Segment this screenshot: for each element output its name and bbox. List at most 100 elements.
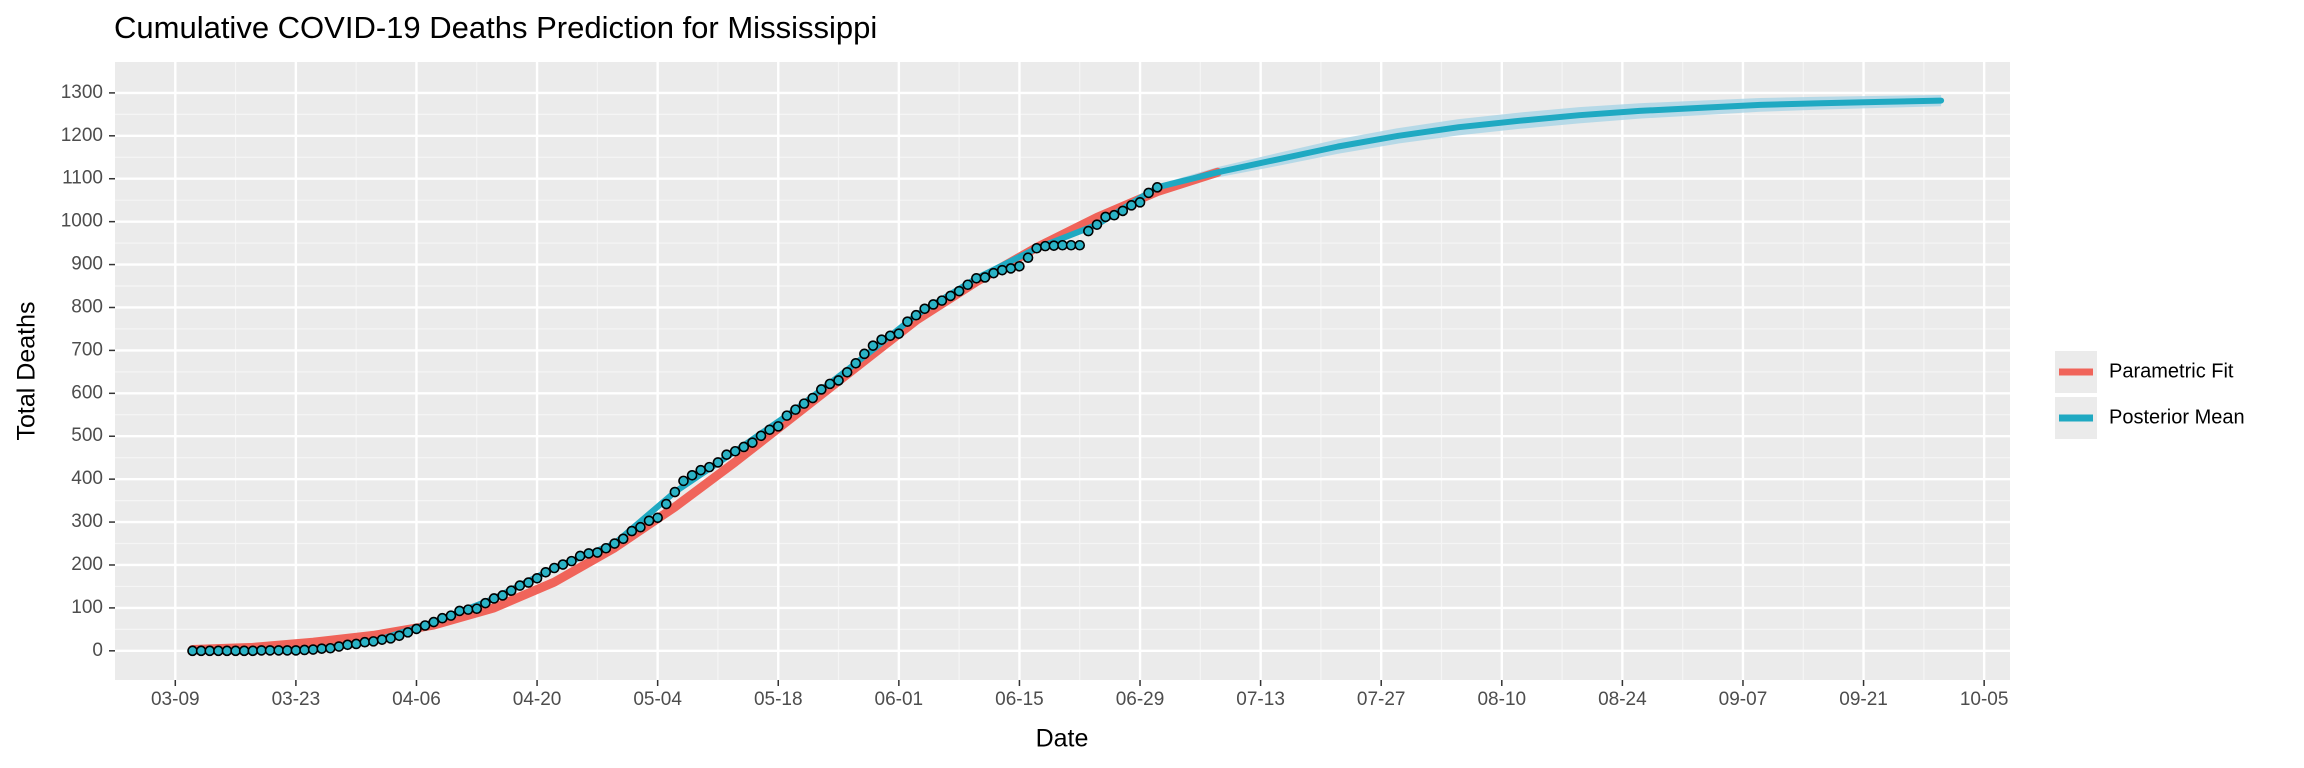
y-tick-label: 500 xyxy=(71,425,103,446)
data-point xyxy=(531,572,543,584)
x-tick-label: 07-13 xyxy=(1236,689,1285,710)
data-point xyxy=(979,272,991,283)
data-point xyxy=(609,538,620,549)
data-point xyxy=(411,623,422,635)
data-point xyxy=(1074,239,1086,251)
data-point xyxy=(376,634,388,645)
data-point xyxy=(721,449,732,460)
x-tick-label: 03-09 xyxy=(151,689,200,710)
data-point xyxy=(764,424,775,436)
data-point xyxy=(945,290,956,302)
data-point xyxy=(1100,211,1111,223)
data-point xyxy=(859,348,870,360)
data-point xyxy=(454,605,465,617)
data-point xyxy=(850,357,862,369)
data-point xyxy=(1014,260,1025,272)
data-point xyxy=(187,645,198,657)
x-tick-label: 09-07 xyxy=(1719,689,1768,710)
data-point xyxy=(704,461,715,473)
data-point xyxy=(402,627,414,638)
data-point xyxy=(583,548,595,559)
data-point xyxy=(471,603,483,615)
data-point xyxy=(678,475,689,487)
data-point xyxy=(368,636,379,647)
data-point xyxy=(566,555,577,567)
data-point xyxy=(230,645,241,657)
data-point xyxy=(695,464,707,476)
x-tick-label: 05-04 xyxy=(633,689,682,710)
data-point xyxy=(755,430,767,442)
data-point xyxy=(1005,263,1017,274)
data-point xyxy=(1048,240,1060,251)
data-point xyxy=(1065,239,1077,251)
plot-panel xyxy=(115,62,2010,680)
y-tick-label: 700 xyxy=(71,339,103,360)
x-tick-label: 04-20 xyxy=(513,689,562,710)
data-point xyxy=(738,441,750,453)
data-point xyxy=(350,638,362,650)
y-tick-label: 1200 xyxy=(61,125,103,146)
data-point xyxy=(419,620,431,631)
data-point xyxy=(307,644,319,655)
data-point xyxy=(557,559,569,570)
data-point xyxy=(195,645,207,657)
x-tick-label: 07-27 xyxy=(1357,689,1406,710)
data-point xyxy=(807,392,819,404)
x-tick-label: 09-21 xyxy=(1839,689,1888,710)
data-point xyxy=(1039,240,1051,252)
data-point xyxy=(772,421,784,432)
data-point xyxy=(988,267,999,279)
data-point xyxy=(816,384,827,395)
y-tick-label: 800 xyxy=(71,296,103,317)
data-point xyxy=(798,398,810,409)
data-point xyxy=(712,457,724,468)
x-tick-label: 06-15 xyxy=(995,689,1044,710)
data-point xyxy=(1117,205,1129,217)
legend-label: Posterior Mean xyxy=(2109,406,2245,428)
data-point xyxy=(204,645,216,657)
data-point xyxy=(290,645,302,656)
data-point xyxy=(256,645,267,656)
data-point xyxy=(333,641,345,652)
x-tick-label: 08-24 xyxy=(1598,689,1647,710)
data-point xyxy=(996,264,1008,276)
data-point xyxy=(902,316,913,327)
y-tick-label: 200 xyxy=(71,554,103,575)
y-tick-label: 900 xyxy=(71,254,103,275)
data-point xyxy=(660,498,672,510)
data-point xyxy=(1091,219,1103,230)
data-point xyxy=(781,410,793,421)
data-point xyxy=(325,642,336,654)
x-axis-label: Date xyxy=(1036,725,1089,753)
data-point xyxy=(428,616,440,628)
data-point xyxy=(841,366,853,378)
data-point xyxy=(971,272,982,284)
data-point xyxy=(1151,182,1163,193)
data-point xyxy=(1057,239,1068,251)
data-point xyxy=(652,512,663,524)
data-point xyxy=(1022,252,1034,264)
data-point xyxy=(264,645,276,656)
data-point xyxy=(592,547,603,558)
data-point xyxy=(247,645,259,657)
data-point xyxy=(393,630,405,642)
data-point xyxy=(962,279,974,291)
data-point xyxy=(953,285,965,297)
data-point xyxy=(462,604,474,615)
data-point xyxy=(643,515,655,527)
data-point xyxy=(884,330,896,342)
x-tick-label: 08-10 xyxy=(1477,689,1526,710)
data-point xyxy=(729,445,741,457)
y-tick-label: 1100 xyxy=(62,168,103,189)
y-tick-label: 0 xyxy=(92,640,103,661)
data-point xyxy=(1031,242,1042,254)
data-point xyxy=(273,645,284,656)
data-point xyxy=(1134,197,1146,208)
y-tick-label: 400 xyxy=(71,468,103,489)
data-point xyxy=(316,643,328,654)
data-point xyxy=(514,580,526,591)
data-point xyxy=(876,334,887,345)
y-tick-label: 600 xyxy=(71,382,103,403)
data-point xyxy=(213,645,224,657)
